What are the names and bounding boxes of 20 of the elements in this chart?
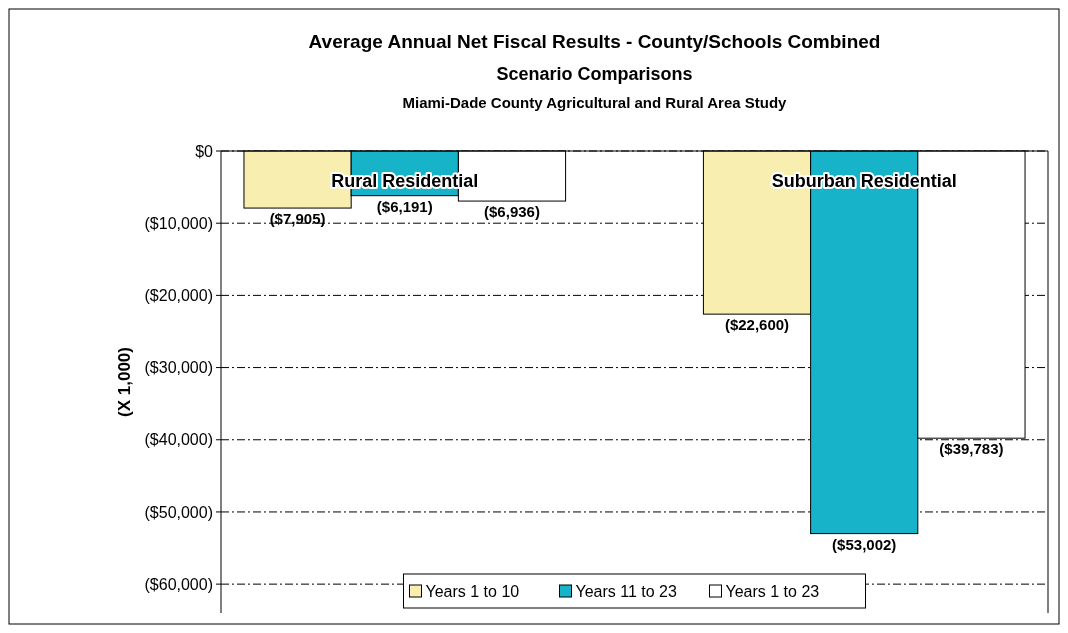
data-label: ($22,600) <box>724 316 790 334</box>
legend-label: Years 1 to 23 <box>725 582 820 600</box>
y-tick-label: $0 <box>195 142 214 160</box>
y-tick-label: ($50,000) <box>144 503 213 521</box>
chart-subtitle: Scenario Comparisons <box>496 64 693 84</box>
y-tick-label: ($10,000) <box>144 214 213 232</box>
legend-label: Years 1 to 10 <box>425 582 520 600</box>
data-label: ($53,002) <box>832 535 897 553</box>
data-label: ($7,905) <box>269 210 326 228</box>
legend-label: Years 11 to 23 <box>575 582 678 600</box>
y-tick-label: ($60,000) <box>144 575 213 593</box>
text: Miami-Dade County Agricultural and Rural Area Study <box>402 94 788 111</box>
y-axis-title: (X 1,000) <box>115 347 134 417</box>
y-tick-label: ($30,000) <box>144 359 213 377</box>
data-label: ($39,783) <box>939 440 1004 458</box>
y-tick-label: ($20,000) <box>144 286 213 304</box>
y-tick-label: ($40,000) <box>144 431 213 449</box>
data-label: ($6,936) <box>484 203 540 221</box>
data-label: ($6,191) <box>376 197 433 215</box>
chart-title: Average Annual Net Fiscal Results - County/Schools Combined <box>308 31 881 52</box>
